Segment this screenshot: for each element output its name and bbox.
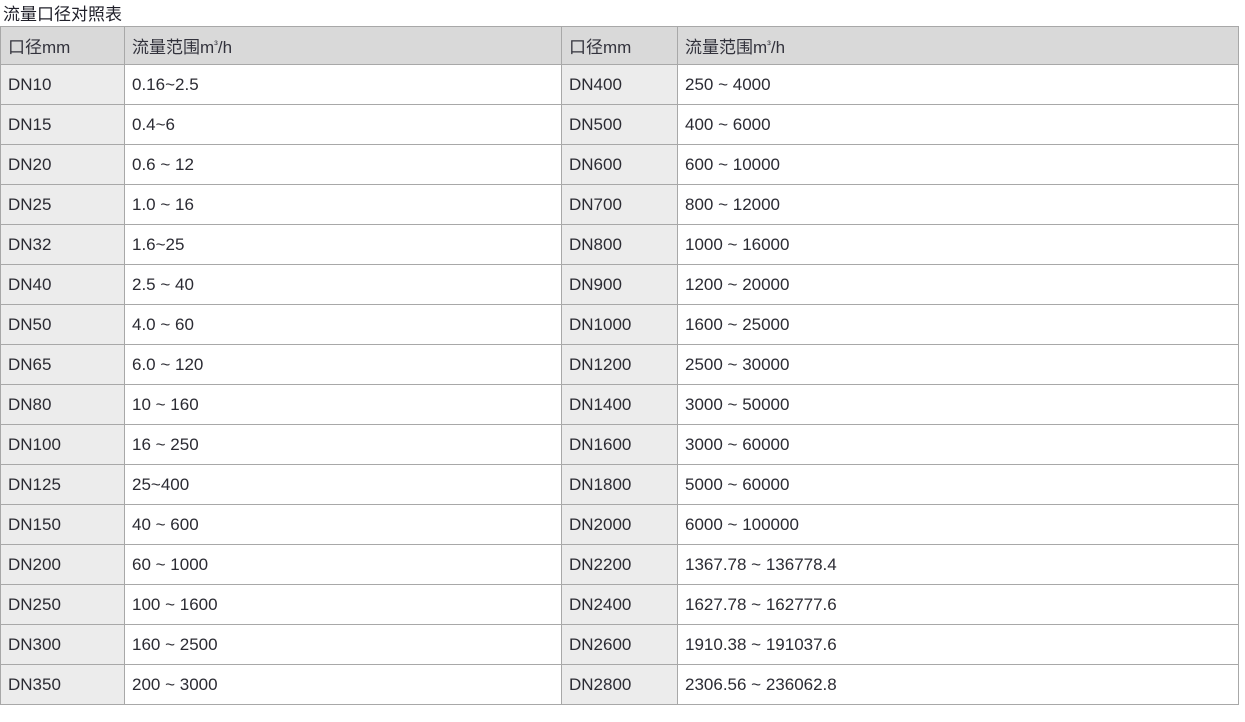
table-row: DN100 16 ~ 250 DN1600 3000 ~ 60000: [0, 424, 1239, 465]
cell-flow-range-right: 3000 ~ 50000: [677, 384, 1239, 425]
column-header-diameter-left-label: 口径mm: [8, 38, 71, 57]
table-row: DN150 40 ~ 600 DN2000 6000 ~ 100000: [0, 504, 1239, 545]
cell-flow-range-right: 1000 ~ 16000: [677, 224, 1239, 265]
cell-flow-range-right: 3000 ~ 60000: [677, 424, 1239, 465]
table-row: DN200 60 ~ 1000 DN2200 1367.78 ~ 136778.4: [0, 544, 1239, 585]
cell-diameter-left: DN15: [0, 104, 125, 145]
table-row: DN350 200 ~ 3000 DN2800 2306.56 ~ 236062.8: [0, 664, 1239, 705]
column-header-flow-range-left: 流量范围m³/h: [124, 26, 562, 65]
table-row: DN250 100 ~ 1600 DN2400 1627.78 ~ 162777.6: [0, 584, 1239, 625]
cell-flow-range-left: 160 ~ 2500: [124, 624, 562, 665]
cell-diameter-right: DN2000: [561, 504, 678, 545]
cell-flow-range-left: 1.0 ~ 16: [124, 184, 562, 225]
cell-flow-range-left: 6.0 ~ 120: [124, 344, 562, 385]
table-row: DN125 25~400 DN1800 5000 ~ 60000: [0, 464, 1239, 505]
cell-diameter-right: DN900: [561, 264, 678, 305]
cell-diameter-right: DN600: [561, 144, 678, 185]
cell-flow-range-right: 2500 ~ 30000: [677, 344, 1239, 385]
cell-diameter-left: DN200: [0, 544, 125, 585]
table-row: DN25 1.0 ~ 16 DN700 800 ~ 12000: [0, 184, 1239, 225]
cell-diameter-right: DN1200: [561, 344, 678, 385]
table-body: DN10 0.16~2.5 DN400 250 ~ 4000 DN15 0.4~6 DN50…: [0, 64, 1239, 705]
cell-diameter-left: DN40: [0, 264, 125, 305]
cell-diameter-right: DN400: [561, 64, 678, 105]
column-header-diameter-right-label: 口径mm: [569, 38, 632, 57]
cell-flow-range-left: 100 ~ 1600: [124, 584, 562, 625]
cell-flow-range-right: 1910.38 ~ 191037.6: [677, 624, 1239, 665]
cell-diameter-left: DN300: [0, 624, 125, 665]
table-row: DN32 1.6~25 DN800 1000 ~ 16000: [0, 224, 1239, 265]
cell-flow-range-right: 400 ~ 6000: [677, 104, 1239, 145]
cell-diameter-left: DN50: [0, 304, 125, 345]
cell-flow-range-right: 800 ~ 12000: [677, 184, 1239, 225]
cell-diameter-left: DN25: [0, 184, 125, 225]
cell-diameter-right: DN1800: [561, 464, 678, 505]
cell-diameter-right: DN500: [561, 104, 678, 145]
cell-diameter-right: DN2600: [561, 624, 678, 665]
cell-flow-range-left: 2.5 ~ 40: [124, 264, 562, 305]
cell-diameter-left: DN100: [0, 424, 125, 465]
table-row: DN50 4.0 ~ 60 DN1000 1600 ~ 25000: [0, 304, 1239, 345]
cell-flow-range-right: 600 ~ 10000: [677, 144, 1239, 185]
cell-diameter-right: DN2400: [561, 584, 678, 625]
cell-diameter-right: DN700: [561, 184, 678, 225]
cell-diameter-left: DN80: [0, 384, 125, 425]
cell-flow-range-left: 1.6~25: [124, 224, 562, 265]
cell-flow-range-left: 200 ~ 3000: [124, 664, 562, 705]
flow-diameter-reference-table: 口径mm 流量范围m³/h 口径mm 流量范围m³/h DN10 0.16~2.5…: [0, 26, 1239, 705]
cell-flow-range-right: 6000 ~ 100000: [677, 504, 1239, 545]
cell-flow-range-right: 1367.78 ~ 136778.4: [677, 544, 1239, 585]
table-row: DN65 6.0 ~ 120 DN1200 2500 ~ 30000: [0, 344, 1239, 385]
table-row: DN15 0.4~6 DN500 400 ~ 6000: [0, 104, 1239, 145]
cell-diameter-right: DN2200: [561, 544, 678, 585]
cell-flow-range-left: 25~400: [124, 464, 562, 505]
table-row: DN40 2.5 ~ 40 DN900 1200 ~ 20000: [0, 264, 1239, 305]
cell-flow-range-left: 16 ~ 250: [124, 424, 562, 465]
cell-diameter-left: DN250: [0, 584, 125, 625]
cell-diameter-right: DN1600: [561, 424, 678, 465]
table-header-row: 口径mm 流量范围m³/h 口径mm 流量范围m³/h: [0, 26, 1239, 65]
cell-flow-range-left: 40 ~ 600: [124, 504, 562, 545]
cell-diameter-left: DN65: [0, 344, 125, 385]
table-row: DN20 0.6 ~ 12 DN600 600 ~ 10000: [0, 144, 1239, 185]
table-row: DN300 160 ~ 2500 DN2600 1910.38 ~ 191037.6: [0, 624, 1239, 665]
cell-flow-range-right: 1627.78 ~ 162777.6: [677, 584, 1239, 625]
cell-diameter-right: DN1400: [561, 384, 678, 425]
column-header-flow-range-right-label: 流量范围m³/h: [685, 38, 786, 57]
cell-flow-range-right: 1200 ~ 20000: [677, 264, 1239, 305]
column-header-flow-range-right: 流量范围m³/h: [677, 26, 1239, 65]
cell-diameter-right: DN1000: [561, 304, 678, 345]
cell-flow-range-left: 0.16~2.5: [124, 64, 562, 105]
cell-diameter-right: DN2800: [561, 664, 678, 705]
page-title: 流量口径对照表: [3, 5, 122, 24]
table-header: 口径mm 流量范围m³/h 口径mm 流量范围m³/h: [0, 26, 1239, 65]
cell-diameter-left: DN20: [0, 144, 125, 185]
cell-diameter-left: DN32: [0, 224, 125, 265]
column-header-flow-range-left-label: 流量范围m³/h: [132, 38, 233, 57]
cell-diameter-left: DN350: [0, 664, 125, 705]
cell-diameter-left: DN10: [0, 64, 125, 105]
cell-flow-range-right: 1600 ~ 25000: [677, 304, 1239, 345]
cell-diameter-right: DN800: [561, 224, 678, 265]
cell-diameter-left: DN125: [0, 464, 125, 505]
cell-diameter-left: DN150: [0, 504, 125, 545]
cell-flow-range-right: 2306.56 ~ 236062.8: [677, 664, 1239, 705]
cell-flow-range-left: 0.6 ~ 12: [124, 144, 562, 185]
column-header-diameter-left: 口径mm: [0, 26, 125, 65]
column-header-diameter-right: 口径mm: [561, 26, 678, 65]
table-row: DN10 0.16~2.5 DN400 250 ~ 4000: [0, 64, 1239, 105]
cell-flow-range-right: 250 ~ 4000: [677, 64, 1239, 105]
cell-flow-range-left: 10 ~ 160: [124, 384, 562, 425]
cell-flow-range-left: 4.0 ~ 60: [124, 304, 562, 345]
cell-flow-range-left: 60 ~ 1000: [124, 544, 562, 585]
table-row: DN80 10 ~ 160 DN1400 3000 ~ 50000: [0, 384, 1239, 425]
cell-flow-range-right: 5000 ~ 60000: [677, 464, 1239, 505]
cell-flow-range-left: 0.4~6: [124, 104, 562, 145]
